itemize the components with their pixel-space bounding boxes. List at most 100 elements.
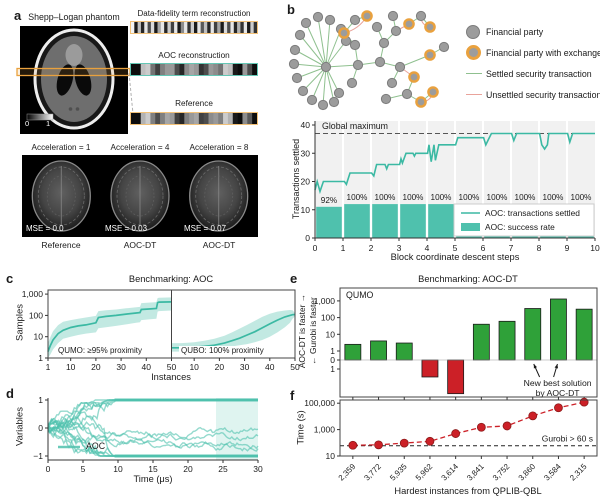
time-xlabel: Time (μs) — [133, 474, 173, 484]
runtime-point — [348, 440, 358, 450]
svg-text:10: 10 — [326, 451, 336, 461]
samples-median-line — [47, 301, 172, 352]
financial-party-node — [371, 21, 383, 33]
instance-tick-label: 3,614 — [440, 462, 461, 483]
panel-c-label: c — [6, 271, 14, 286]
financial-party-node — [300, 17, 312, 29]
financial-party-node — [401, 88, 413, 100]
financial-party-node — [297, 85, 309, 97]
svg-text:92%: 92% — [321, 196, 337, 205]
svg-text:10: 10 — [590, 243, 600, 253]
instances-xlabel: Instances — [151, 372, 191, 382]
financial-party-with-exchange-node — [424, 21, 436, 33]
svg-text:100%: 100% — [459, 193, 480, 202]
legend-item-financial-party-exchange: Financial party with exchange — [466, 42, 600, 63]
qumo-inset-label: QUMO — [346, 290, 374, 300]
financial-party-node — [328, 96, 340, 108]
runtime-point — [528, 411, 538, 421]
financial-party-node — [387, 10, 399, 22]
financial-party-with-exchange-node — [424, 49, 436, 61]
financial-party-node — [390, 25, 402, 37]
svg-text:1: 1 — [330, 346, 335, 356]
unsettled-line-icon — [466, 94, 482, 95]
svg-text:100%: 100% — [515, 193, 536, 202]
svg-text:30: 30 — [116, 362, 126, 372]
grayscale-scalebar — [26, 113, 54, 121]
aocdt-faster-ylabel: AOC-DT is faster → — [297, 293, 307, 369]
acceleration-label-8: Acceleration = 8 — [189, 143, 249, 152]
success-rate-bar — [316, 206, 342, 238]
financial-party-node — [415, 10, 427, 22]
speedup-bar-positive — [344, 343, 362, 361]
svg-text:40: 40 — [265, 362, 275, 372]
svg-text:2: 2 — [369, 243, 374, 253]
financial-party-with-exchange-node — [403, 18, 415, 30]
variable-trace — [47, 418, 259, 452]
svg-text:0: 0 — [330, 355, 335, 365]
qubo-proximity-label: QUBO: 100% proximity — [179, 346, 266, 355]
speedup-bar-negative — [421, 359, 439, 378]
variables-trace-chart: 10−10 5 10 15 20 25 30 — [33, 395, 263, 474]
svg-text:1,000: 1,000 — [314, 296, 336, 306]
aoc-trace-legend-label: AOC — [86, 441, 106, 451]
variable-trace — [47, 410, 259, 439]
svg-text:6: 6 — [481, 243, 486, 253]
reference-strip-image — [130, 112, 258, 125]
brain-mri-images — [22, 155, 258, 237]
financial-party-exchange-icon — [466, 45, 481, 60]
benchmark-aoc-chart: 1 10 20 30 40 50 10 20 30 40 50 1 10 100 1,000 — [22, 289, 300, 372]
instance-tick-label: 3,772 — [362, 462, 383, 483]
legend-label: Settled security transaction — [486, 68, 592, 79]
panel-b-label: b — [287, 2, 295, 17]
svg-text:1: 1 — [330, 364, 335, 374]
svg-text:50: 50 — [290, 362, 300, 372]
speedup-bar-positive — [395, 342, 413, 361]
svg-text:15: 15 — [148, 464, 158, 474]
legend-label: Financial party — [486, 26, 544, 37]
phantom-title: Shepp–Logan phantom — [28, 12, 120, 22]
financial-party-node — [312, 11, 324, 23]
svg-text:Global maximum: Global maximum — [322, 121, 388, 131]
settlement-xlabel: Block coordinate descent steps — [390, 252, 520, 262]
benchmark-aoc-title: Benchmarking: AOC — [128, 274, 214, 284]
panel-d-label: d — [6, 386, 14, 401]
instance-tick-label: 5,935 — [388, 462, 409, 483]
gurobi-threshold-label: Gurobi > 60 s — [542, 434, 593, 444]
financial-party-node — [378, 37, 390, 49]
instance-tick-label: 5,962 — [414, 462, 435, 483]
svg-text:9: 9 — [565, 243, 570, 253]
svg-text:0: 0 — [313, 243, 318, 253]
samples-ylabel: Samples — [14, 304, 26, 341]
financial-party-node — [386, 77, 398, 89]
transactions-settled-line — [314, 132, 595, 195]
scalebar-min-label: 0 — [25, 119, 30, 128]
instance-tick-label: 2,315 — [568, 462, 589, 483]
svg-text:1: 1 — [38, 353, 43, 363]
strip-label-reference: Reference — [175, 99, 213, 108]
runtime-point — [399, 438, 409, 448]
shepp-logan-phantom-image — [16, 26, 131, 134]
financial-party-with-exchange-node — [415, 96, 427, 108]
new-best-annotation-line2: by AOC-DT — [536, 388, 581, 398]
settled-line-icon — [466, 73, 482, 74]
new-best-annotation-line1: New best solution — [524, 378, 592, 388]
svg-text:100: 100 — [321, 313, 335, 323]
financial-network-diagram — [288, 10, 450, 111]
financial-party-node — [349, 14, 361, 26]
method-label-aocdt-1: AOC-DT — [123, 240, 157, 250]
instance-tick-label: 3,841 — [465, 462, 486, 483]
instance-tick-label: 3,584 — [542, 462, 563, 483]
svg-text:8: 8 — [537, 243, 542, 253]
svg-text:30: 30 — [301, 148, 311, 158]
runtime-point — [451, 429, 461, 438]
svg-text:25: 25 — [218, 464, 228, 474]
svg-text:20: 20 — [91, 362, 101, 372]
financial-party-node — [289, 44, 301, 56]
svg-text:−1: −1 — [33, 451, 43, 461]
speedup-bar-positive — [575, 308, 593, 361]
instance-tick-label: 2,359 — [337, 462, 358, 483]
svg-text:10: 10 — [66, 362, 76, 372]
